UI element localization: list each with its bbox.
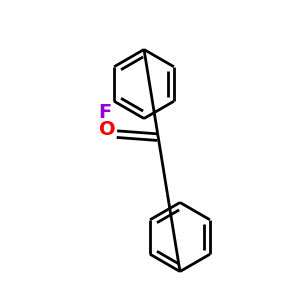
Text: F: F — [98, 103, 112, 122]
Text: O: O — [99, 120, 116, 139]
